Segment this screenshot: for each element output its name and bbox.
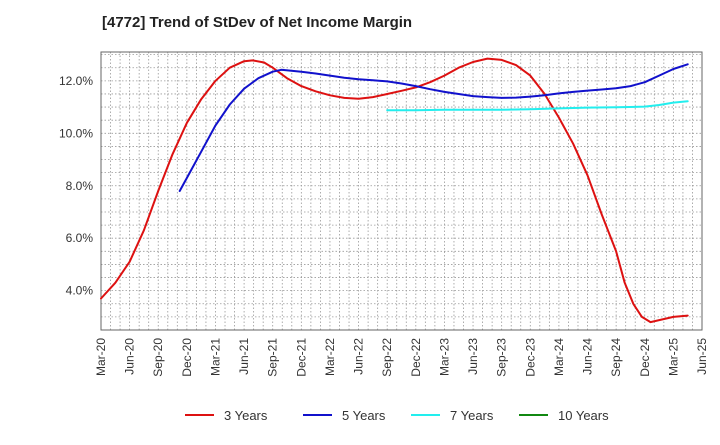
legend-label: 7 Years [450, 408, 494, 423]
x-tick-label: Sep-22 [380, 338, 394, 377]
y-axis-tick-labels: 4.0% 6.0% 8.0% 10.0% 12.0% [59, 74, 93, 298]
x-tick-label: Jun-21 [237, 338, 251, 375]
x-tick-label: Mar-20 [94, 338, 108, 376]
legend: 3 Years 5 Years 7 Years 10 Years [185, 408, 609, 423]
x-tick-label: Dec-23 [523, 338, 537, 377]
y-tick-label: 12.0% [59, 74, 93, 88]
y-tick-label: 10.0% [59, 126, 93, 140]
x-tick-label: Mar-22 [323, 338, 337, 376]
series-lines [100, 57, 689, 324]
x-tick-label: Jun-20 [123, 338, 137, 375]
series-line-7-years [386, 100, 689, 112]
x-tick-label: Dec-22 [409, 338, 423, 377]
x-tick-label: Dec-20 [180, 338, 194, 377]
legend-label: 10 Years [558, 408, 609, 423]
x-tick-label: Mar-24 [552, 338, 566, 376]
x-tick-label: Jun-24 [581, 338, 595, 375]
y-tick-label: 6.0% [66, 231, 94, 245]
gridlines [100, 52, 703, 330]
plot-area-frame [100, 51, 703, 331]
legend-label: 5 Years [342, 408, 386, 423]
x-tick-label: Mar-25 [666, 338, 680, 376]
x-tick-label: Jun-22 [352, 338, 366, 375]
x-tick-label: Sep-20 [151, 338, 165, 377]
series-line-5-years [178, 63, 689, 192]
x-tick-label: Jun-25 [695, 338, 709, 375]
x-tick-label: Dec-21 [294, 338, 308, 377]
series-line-3-years [100, 57, 689, 324]
x-tick-label: Sep-24 [609, 338, 623, 377]
x-tick-label: Mar-21 [208, 338, 222, 376]
x-tick-label: Sep-21 [266, 338, 280, 377]
x-tick-label: Dec-24 [638, 338, 652, 377]
y-tick-label: 4.0% [66, 284, 94, 298]
x-tick-label: Mar-23 [437, 338, 451, 376]
chart-title: [4772] Trend of StDev of Net Income Marg… [102, 14, 413, 31]
legend-label: 3 Years [224, 408, 268, 423]
x-tick-label: Jun-23 [466, 338, 480, 375]
x-axis-tick-labels: Mar-20 Jun-20 Sep-20 Dec-20 Mar-21 Jun-21 Sep-… [94, 338, 709, 377]
y-tick-label: 8.0% [66, 179, 94, 193]
x-tick-label: Sep-23 [495, 338, 509, 377]
